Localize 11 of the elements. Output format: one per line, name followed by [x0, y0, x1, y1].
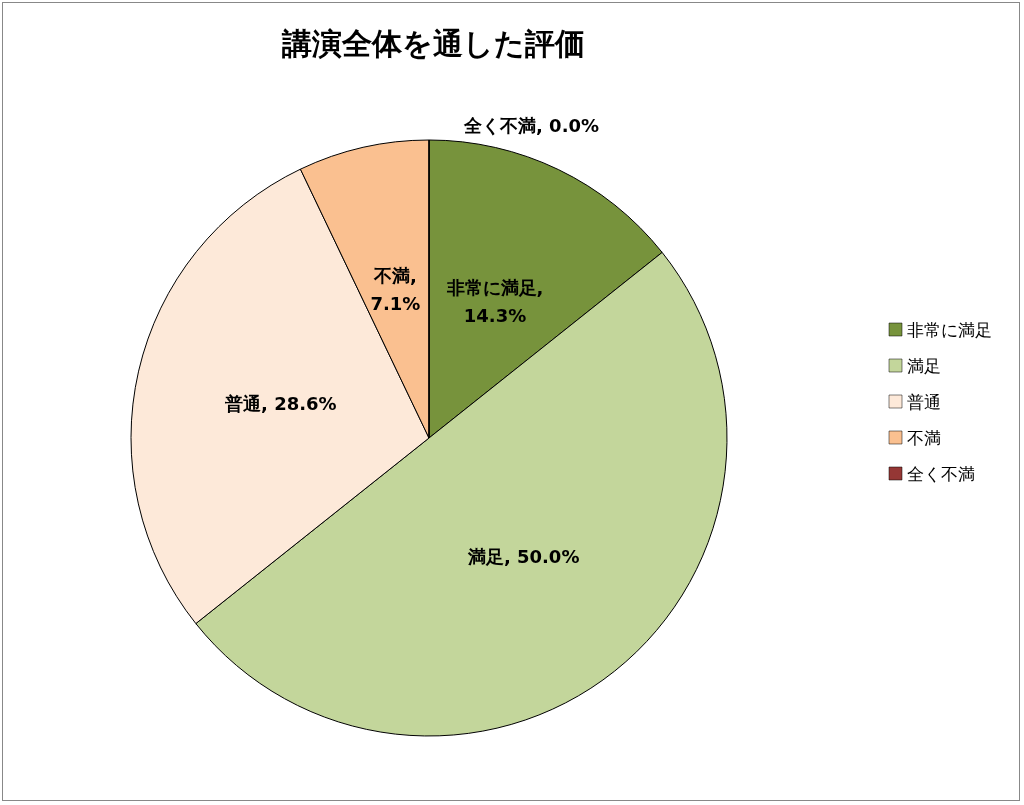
- data-label: 普通, 28.6%: [224, 393, 337, 415]
- legend-label: 全く不満: [907, 463, 975, 484]
- legend-label: 非常に満足: [907, 319, 992, 340]
- text: 全く不満, 0.0%: [464, 114, 600, 136]
- data-label: 非常に満足, 14.3%: [445, 276, 544, 326]
- legend-label: 不満: [907, 427, 941, 448]
- legend-label: 満足: [907, 355, 941, 376]
- data-label: 満足, 50.0%: [466, 546, 580, 568]
- data-label: 不満, 7.1%: [370, 265, 421, 315]
- legend-label: 普通: [907, 391, 941, 412]
- chart-title: 講演全体を通した評価: [280, 25, 585, 61]
